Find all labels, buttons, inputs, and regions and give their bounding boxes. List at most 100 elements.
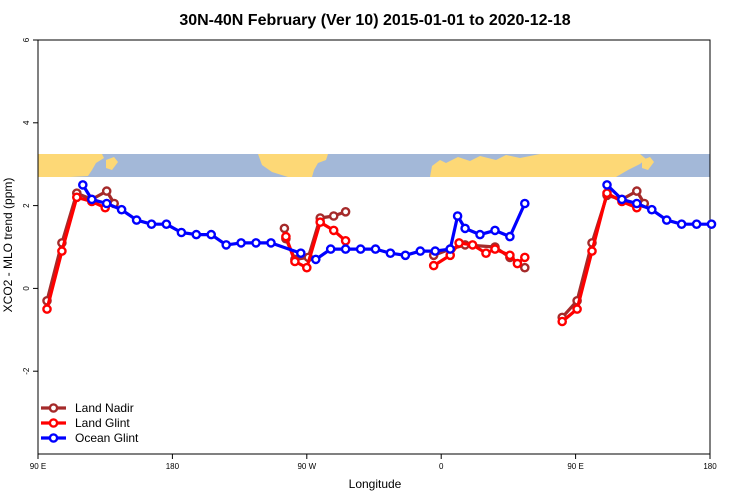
data-point xyxy=(315,217,326,227)
x-tick-label: 0 xyxy=(439,462,444,471)
data-point xyxy=(370,244,381,254)
legend-item: Land Glint xyxy=(41,416,130,430)
data-point xyxy=(505,231,515,242)
legend-item: Ocean Glint xyxy=(41,431,139,445)
legend-marker xyxy=(48,403,59,413)
data-point xyxy=(131,215,142,225)
series-land-nadir xyxy=(42,186,650,323)
data-point xyxy=(328,211,339,221)
map-land-japan-left xyxy=(106,157,118,170)
data-point xyxy=(301,262,312,273)
series-line xyxy=(314,202,527,261)
legend-marker xyxy=(48,433,59,443)
data-point xyxy=(572,304,582,314)
data-point xyxy=(460,223,470,234)
data-point xyxy=(42,304,52,314)
data-point xyxy=(452,211,463,221)
data-point xyxy=(290,256,300,267)
data-point xyxy=(445,244,456,254)
data-point xyxy=(415,246,426,256)
series-line xyxy=(45,195,106,310)
data-point xyxy=(78,180,88,190)
data-point xyxy=(221,240,231,250)
data-point xyxy=(490,244,500,254)
map-land-north-america xyxy=(258,154,328,177)
x-tick-label: 90 W xyxy=(297,462,316,471)
plot-frame xyxy=(37,39,711,455)
x-tick-label: 180 xyxy=(703,462,717,471)
data-point xyxy=(454,238,464,248)
data-point xyxy=(328,225,339,236)
data-point xyxy=(467,240,478,250)
x-axis: 90 E 180 90 W 0 90 E 180 xyxy=(30,454,717,471)
x-tick-label: 90 E xyxy=(567,462,583,471)
data-point xyxy=(57,246,67,256)
legend-label: Land Glint xyxy=(75,416,130,430)
data-point xyxy=(520,252,530,263)
data-point xyxy=(691,219,702,229)
data-point xyxy=(706,219,717,229)
data-point xyxy=(557,316,568,327)
data-point xyxy=(512,258,523,269)
map-land-gulf-region xyxy=(496,168,510,177)
map-land-asia-left xyxy=(38,154,104,177)
data-point xyxy=(475,229,485,240)
data-point xyxy=(295,248,306,258)
legend-label: Ocean Glint xyxy=(75,431,139,445)
data-point xyxy=(266,238,276,248)
data-point xyxy=(340,206,351,217)
data-point xyxy=(101,198,112,209)
data-point xyxy=(191,229,202,240)
data-point xyxy=(647,204,657,215)
data-point xyxy=(481,248,491,258)
y-tick-label: 6 xyxy=(22,37,31,42)
data-point xyxy=(355,244,366,254)
data-point xyxy=(632,198,642,209)
map-land-japan-right xyxy=(642,157,654,170)
data-point xyxy=(206,229,216,240)
data-point xyxy=(676,219,687,229)
data-point xyxy=(101,186,112,196)
data-point xyxy=(520,198,530,209)
data-point xyxy=(430,246,441,256)
y-tick-label: 2 xyxy=(22,203,31,208)
data-point xyxy=(617,194,627,205)
data-point xyxy=(72,192,82,203)
chart-title: 30N-40N February (Ver 10) 2015-01-01 to … xyxy=(179,12,570,29)
data-point xyxy=(505,250,515,261)
x-tick-label: 90 E xyxy=(30,462,46,471)
data-point xyxy=(310,254,321,265)
x-tick-label: 180 xyxy=(166,462,180,471)
data-point xyxy=(490,225,500,236)
data-point xyxy=(520,262,530,273)
data-point xyxy=(279,223,290,234)
data-point xyxy=(176,227,187,238)
data-point xyxy=(87,194,97,205)
map-land-mediterranean-islands xyxy=(462,166,476,173)
data-point xyxy=(632,186,642,196)
data-point xyxy=(385,248,396,258)
data-point xyxy=(602,180,612,190)
legend-marker xyxy=(48,418,59,428)
data-point xyxy=(251,238,261,248)
data-point xyxy=(236,238,246,248)
legend-item: Land Nadir xyxy=(41,401,134,415)
y-axis-label: XCO2 - MLO trend (ppm) xyxy=(1,178,15,313)
data-point xyxy=(281,231,291,242)
legend-label: Land Nadir xyxy=(75,401,134,415)
data-point xyxy=(340,235,351,246)
data-point xyxy=(146,219,157,229)
world-map-strip xyxy=(38,154,710,177)
data-point xyxy=(661,215,672,225)
data-point xyxy=(428,260,439,271)
data-point xyxy=(325,244,336,254)
series-layer xyxy=(42,180,717,327)
y-tick-label: -2 xyxy=(22,367,31,375)
data-point xyxy=(340,244,351,254)
data-point xyxy=(116,204,127,215)
data-point xyxy=(602,188,612,198)
y-tick-label: 0 xyxy=(22,286,31,291)
data-point xyxy=(161,219,172,229)
